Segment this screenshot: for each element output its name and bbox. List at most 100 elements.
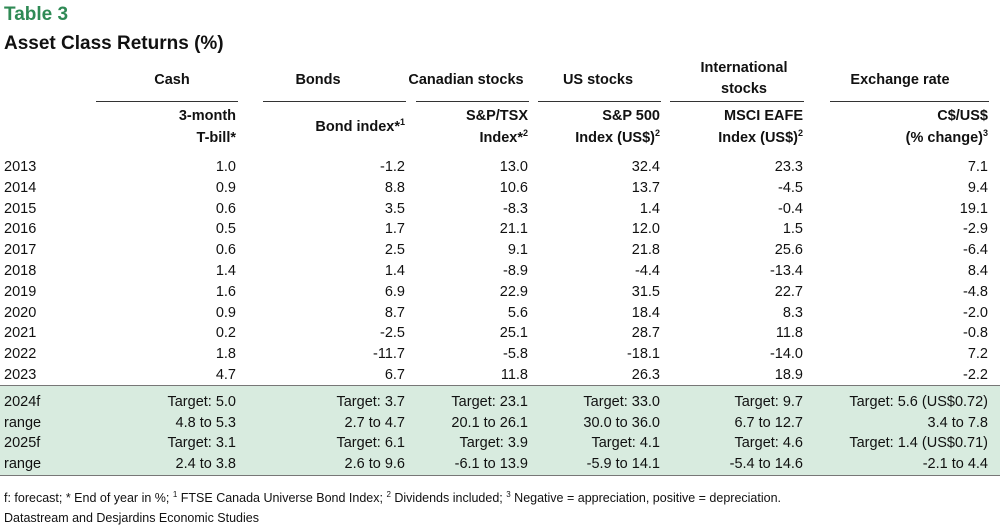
forecast-band bbox=[0, 385, 1000, 476]
table-cell: -0.4 bbox=[778, 200, 803, 217]
row-label: 2019 bbox=[4, 283, 37, 300]
table-cell: 11.8 bbox=[500, 367, 528, 383]
table-cell: 0.9 bbox=[215, 179, 236, 196]
table-cell: -2.2 bbox=[963, 367, 988, 383]
column-subheader: S&P/TSX Index*2 bbox=[403, 105, 528, 149]
header-rule bbox=[670, 101, 804, 102]
table-row: 2013 1.0 -1.2 13.0 32.4 23.3 7.1 bbox=[0, 157, 1000, 177]
subheader-sup: 2 bbox=[522, 128, 528, 139]
subheader-sup: 2 bbox=[654, 128, 660, 139]
table-cell: 18.4 bbox=[631, 304, 660, 321]
row-label: 2020 bbox=[4, 304, 37, 321]
row-label: 2013 bbox=[4, 159, 37, 175]
table-cell: 2.6 to 9.6 bbox=[344, 455, 405, 472]
table-cell: 30.0 to 36.0 bbox=[583, 414, 660, 431]
subheader-line1: MSCI EAFE bbox=[724, 108, 803, 124]
table-row: 2016 0.5 1.7 21.1 12.0 1.5 -2.9 bbox=[0, 219, 1000, 239]
column-group-header: International stocks bbox=[700, 60, 788, 97]
table-cell: 7.2 bbox=[967, 346, 988, 363]
subheader-sup: 2 bbox=[797, 128, 803, 139]
table-cell: -8.9 bbox=[503, 263, 528, 279]
table-cell: 4.8 to 5.3 bbox=[175, 414, 236, 431]
table-row: 2021 0.2 -2.5 25.1 28.7 11.8 -0.8 bbox=[0, 323, 1000, 343]
table-cell: 13.0 bbox=[499, 159, 528, 175]
footnote: f: forecast; * End of year in %; 1 FTSE … bbox=[4, 490, 781, 505]
column-group-header: Exchange rate bbox=[850, 72, 950, 88]
row-label: 2023 bbox=[4, 367, 37, 383]
row-label: 2014 bbox=[4, 179, 37, 196]
table-cell: Target: 1.4 (US$0.71) bbox=[849, 435, 988, 451]
table-row: 2025f Target: 3.1 Target: 6.1 Target: 3.9 Ta… bbox=[0, 433, 1000, 453]
table-cell: -0.8 bbox=[963, 325, 988, 342]
table-cell: 6.7 bbox=[384, 367, 405, 383]
row-label: range bbox=[4, 414, 42, 431]
row-label: 2016 bbox=[4, 221, 37, 238]
subheader-text: Index (US$) bbox=[575, 130, 655, 146]
table-cell: 13.7 bbox=[631, 179, 660, 196]
row-label: 2024f bbox=[4, 394, 41, 410]
table-cell: 1.8 bbox=[215, 346, 236, 363]
table-row: 2018 1.4 1.4 -8.9 -4.4 -13.4 8.4 bbox=[0, 261, 1000, 281]
table-cell: -2.0 bbox=[963, 304, 988, 321]
column-group-header: Cash bbox=[154, 72, 190, 88]
table-label: Table 3 bbox=[4, 4, 69, 25]
table-cell: 28.7 bbox=[631, 325, 660, 342]
row-label: 2017 bbox=[4, 242, 37, 259]
table-cell: Target: 33.0 bbox=[583, 394, 660, 410]
row-label: 2022 bbox=[4, 346, 37, 363]
table-cell: Target: 9.7 bbox=[734, 394, 803, 410]
table-cell: 9.4 bbox=[967, 179, 988, 196]
subheader-sup: 3 bbox=[982, 128, 988, 139]
header-rule bbox=[96, 101, 238, 102]
table-cell: 8.7 bbox=[384, 304, 405, 321]
table-row: 2020 0.9 8.7 5.6 18.4 8.3 -2.0 bbox=[0, 303, 1000, 323]
table-cell: 8.8 bbox=[384, 179, 405, 196]
subheader-line1: S&P/TSX bbox=[465, 108, 528, 124]
table-cell: -5.4 to 14.6 bbox=[729, 455, 803, 472]
table-cell: 0.6 bbox=[215, 242, 236, 259]
table-cell: 9.1 bbox=[507, 242, 528, 259]
table-cell: 2.5 bbox=[384, 242, 405, 259]
table-row: 2022 1.8 -11.7 -5.8 -18.1 -14.0 7.2 bbox=[0, 344, 1000, 364]
table-cell: 1.4 bbox=[215, 263, 236, 279]
table-cell: 3.4 to 7.8 bbox=[927, 414, 988, 431]
column-subheader: Bond index*1 bbox=[265, 116, 405, 138]
table-cell: 6.7 to 12.7 bbox=[734, 414, 803, 431]
footnote-sup: 2 bbox=[386, 490, 391, 499]
table-cell: 0.9 bbox=[215, 304, 236, 321]
table-cell: 3.5 bbox=[384, 200, 405, 217]
table-cell: 21.8 bbox=[631, 242, 660, 259]
table-row: 2023 4.7 6.7 11.8 26.3 18.9 -2.2 bbox=[0, 365, 1000, 385]
table-cell: Target: 5.0 bbox=[167, 394, 236, 410]
column-subheader: MSCI EAFE Index (US$)2 bbox=[668, 105, 803, 149]
subheader-text: T-bill* bbox=[196, 130, 236, 146]
subheader-line1: 3-month bbox=[178, 108, 236, 124]
header-rule bbox=[830, 101, 989, 102]
table-cell: 25.1 bbox=[499, 325, 528, 342]
table-cell: -2.9 bbox=[963, 221, 988, 238]
table-cell: 0.6 bbox=[215, 200, 236, 217]
forecast-bottom-rule bbox=[0, 475, 1000, 476]
table-cell: 10.6 bbox=[499, 179, 528, 196]
table-cell: 1.7 bbox=[384, 221, 405, 238]
table-cell: 1.4 bbox=[639, 200, 660, 217]
table-cell: -18.1 bbox=[626, 346, 660, 363]
table-cell: 0.2 bbox=[215, 325, 236, 342]
table-cell: -6.1 to 13.9 bbox=[454, 455, 528, 472]
column-group-header: Canadian stocks bbox=[408, 72, 524, 88]
column-subheader: 3-month T-bill* bbox=[96, 105, 236, 149]
table-cell: -4.8 bbox=[963, 283, 988, 300]
table-cell: Target: 3.1 bbox=[167, 435, 236, 451]
footnote-sup: 3 bbox=[506, 490, 511, 499]
table-cell: -8.3 bbox=[503, 200, 528, 217]
table-cell: 25.6 bbox=[774, 242, 803, 259]
table-cell: -1.2 bbox=[380, 159, 405, 175]
table-cell: 2.7 to 4.7 bbox=[344, 414, 405, 431]
header-rule bbox=[263, 101, 406, 102]
footnote-text: FTSE Canada Universe Bond Index; bbox=[177, 491, 387, 506]
subheader-line1: C$/US$ bbox=[937, 108, 988, 124]
table-row: 2017 0.6 2.5 9.1 21.8 25.6 -6.4 bbox=[0, 240, 1000, 260]
table-cell: 26.3 bbox=[631, 367, 660, 383]
table-row: 2015 0.6 3.5 -8.3 1.4 -0.4 19.1 bbox=[0, 199, 1000, 219]
table-cell: -5.8 bbox=[503, 346, 528, 363]
